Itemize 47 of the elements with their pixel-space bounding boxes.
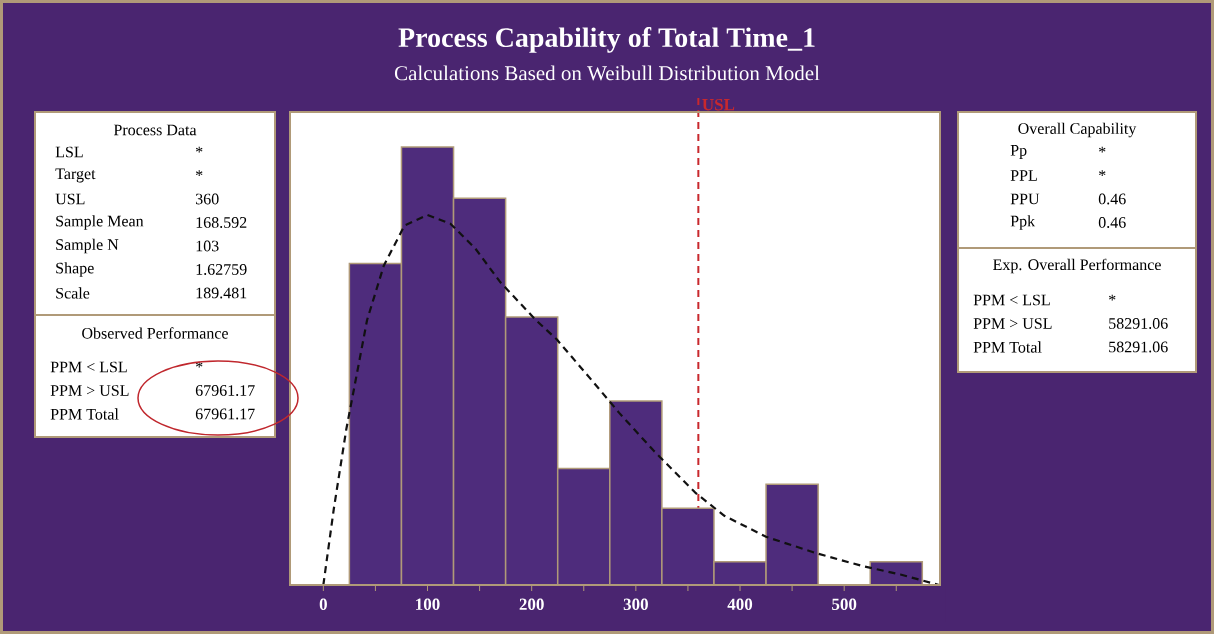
text: PPM Total bbox=[973, 341, 1042, 353]
text: Pp bbox=[1010, 145, 1027, 159]
text: PPM Total bbox=[50, 408, 119, 420]
text: Target bbox=[55, 168, 96, 183]
text: 67961.17 bbox=[195, 408, 255, 420]
text: USL bbox=[55, 193, 85, 205]
text: * bbox=[1099, 170, 1106, 177]
x-tick-label: 200 bbox=[519, 598, 544, 611]
text: PPM < LSL bbox=[973, 294, 1050, 306]
text: Sample Mean bbox=[56, 215, 144, 230]
text: PPU bbox=[1010, 193, 1040, 205]
x-tick-label: 0 bbox=[319, 598, 327, 611]
text: * bbox=[1109, 294, 1116, 301]
text: * bbox=[195, 146, 203, 153]
text: * bbox=[195, 170, 203, 177]
text: * bbox=[195, 361, 203, 368]
chart-title: Process Capability of Total Time_1 bbox=[398, 27, 815, 53]
text: PPM > USL bbox=[50, 385, 129, 396]
text: Exp. Overall Performance bbox=[993, 258, 1161, 274]
chart-subtitle: Calculations Based on Weibull Distribution Model bbox=[394, 65, 820, 81]
text: Ppk bbox=[1010, 215, 1036, 230]
text: 1.62759 bbox=[196, 264, 247, 275]
text: Process Data bbox=[113, 124, 197, 136]
text: 360 bbox=[195, 193, 219, 205]
text: LSL bbox=[55, 146, 83, 158]
x-tick-label: 500 bbox=[832, 598, 857, 611]
text: PPL bbox=[1010, 170, 1037, 181]
text: Shape bbox=[56, 262, 94, 277]
text: 0.46 bbox=[1098, 193, 1126, 205]
text: 67961.17 bbox=[195, 385, 255, 396]
x-tick-label: 300 bbox=[623, 598, 648, 611]
text: Scale bbox=[56, 287, 90, 299]
x-tick-label: 100 bbox=[416, 598, 440, 611]
text: 103 bbox=[196, 240, 219, 252]
text: Overall Capability bbox=[1018, 122, 1137, 138]
text: 58291.06 bbox=[1109, 318, 1168, 329]
text: Sample N bbox=[56, 238, 119, 254]
text: Observed Performance bbox=[82, 327, 228, 339]
ref-line-label: USL bbox=[702, 98, 735, 111]
text: 168.592 bbox=[196, 217, 247, 228]
text: 189.481 bbox=[196, 287, 247, 299]
text: PPM > USL bbox=[973, 318, 1052, 329]
x-tick-label: 400 bbox=[727, 598, 753, 611]
text: 58291.06 bbox=[1109, 341, 1168, 353]
text: * bbox=[1099, 146, 1106, 153]
text: PPM < LSL bbox=[50, 361, 127, 373]
text: 0.46 bbox=[1098, 217, 1126, 228]
